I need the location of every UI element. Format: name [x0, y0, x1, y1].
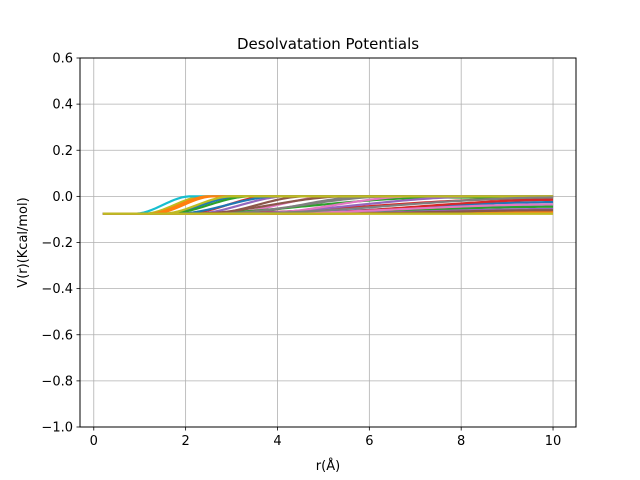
y-tick-label: −0.8	[41, 374, 73, 389]
x-tick-label: 6	[365, 434, 373, 449]
y-tick-label: 0.4	[52, 98, 73, 113]
y-tick-label: −0.4	[41, 282, 73, 297]
y-tick-label: −0.6	[41, 328, 73, 343]
x-axis-ticks: 0 2 4 6 8 10	[90, 427, 562, 449]
x-tick-label: 10	[545, 434, 562, 449]
x-tick-label: 2	[181, 434, 189, 449]
chart-title: Desolvatation Potentials	[237, 35, 419, 53]
x-axis-label: r(Å)	[316, 458, 340, 474]
y-tick-label: 0.2	[52, 144, 73, 159]
grid	[80, 57, 576, 428]
y-axis-label: V(r)(Kcal/mol)	[16, 197, 31, 287]
y-axis-ticks: −1.0 −0.8 −0.6 −0.4 −0.2 0.0 0.2 0.4 0.6	[41, 52, 80, 436]
x-tick-label: 4	[273, 434, 281, 449]
series-line	[102, 195, 554, 215]
series-layer	[102, 195, 554, 215]
x-tick-label: 0	[90, 434, 98, 449]
x-tick-label: 8	[457, 434, 465, 449]
y-tick-label: −1.0	[41, 421, 73, 436]
y-tick-label: 0.6	[52, 52, 73, 67]
y-tick-label: −0.2	[41, 236, 73, 251]
y-tick-label: 0.0	[52, 190, 73, 205]
